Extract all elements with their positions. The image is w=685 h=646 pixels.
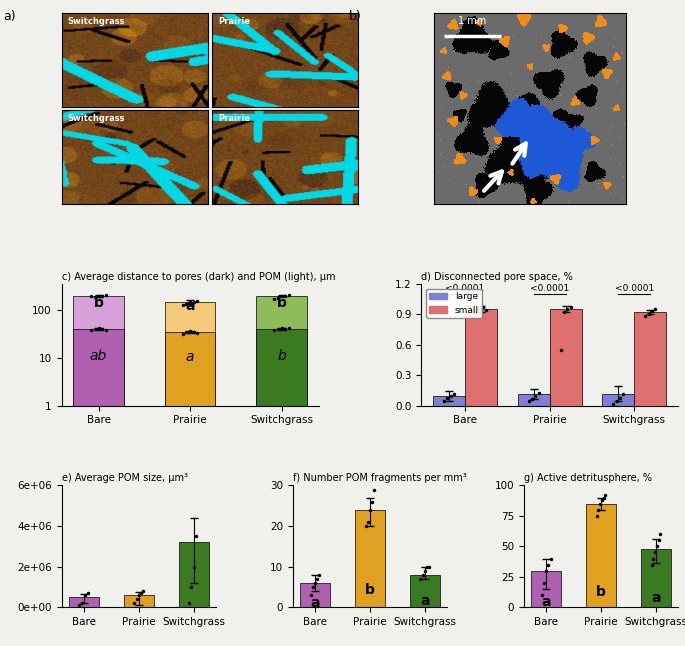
Text: b: b xyxy=(365,583,375,597)
Text: a: a xyxy=(651,592,661,605)
Bar xyxy=(165,302,215,646)
Bar xyxy=(634,313,667,406)
Bar xyxy=(410,575,440,607)
Text: g) Active detritusphere, %: g) Active detritusphere, % xyxy=(524,474,652,483)
Text: Prairie: Prairie xyxy=(218,17,250,26)
Text: a: a xyxy=(310,596,320,610)
Bar xyxy=(123,595,154,607)
Bar xyxy=(300,583,330,607)
Text: a: a xyxy=(420,594,429,609)
Text: a: a xyxy=(186,299,195,313)
Legend: large, small: large, small xyxy=(426,289,482,318)
Text: Switchgrass: Switchgrass xyxy=(68,114,125,123)
Text: b): b) xyxy=(349,10,362,23)
Text: a): a) xyxy=(3,10,16,23)
Text: c) Average distance to pores (dark) and POM (light), μm: c) Average distance to pores (dark) and … xyxy=(62,272,335,282)
Text: <0.0001: <0.0001 xyxy=(614,284,654,293)
Bar xyxy=(73,329,124,646)
Text: Switchgrass: Switchgrass xyxy=(68,17,125,26)
Text: a: a xyxy=(186,350,195,364)
Bar xyxy=(465,309,497,406)
Text: <0.0001: <0.0001 xyxy=(445,284,485,293)
Text: ab: ab xyxy=(90,349,107,363)
Bar xyxy=(179,542,209,607)
Text: b: b xyxy=(596,585,606,599)
Bar xyxy=(586,504,616,607)
Bar xyxy=(68,597,99,607)
Bar xyxy=(641,549,671,607)
Text: a: a xyxy=(541,595,551,609)
Bar xyxy=(355,510,385,607)
Text: d) Disconnected pore space, %: d) Disconnected pore space, % xyxy=(421,272,573,282)
Text: b: b xyxy=(94,296,103,310)
Bar xyxy=(518,393,550,406)
Text: Prairie: Prairie xyxy=(218,114,250,123)
Text: f) Number POM fragments per mm³: f) Number POM fragments per mm³ xyxy=(292,474,466,483)
Bar xyxy=(256,296,307,646)
Bar xyxy=(549,309,582,406)
Text: <0.0001: <0.0001 xyxy=(530,284,569,293)
Bar xyxy=(433,395,465,406)
Bar xyxy=(165,332,215,646)
Bar xyxy=(73,296,124,646)
Bar xyxy=(256,329,307,646)
Text: 1 mm: 1 mm xyxy=(458,16,486,26)
Bar xyxy=(602,393,634,406)
Text: e) Average POM size, μm³: e) Average POM size, μm³ xyxy=(62,474,188,483)
Text: b: b xyxy=(277,296,286,310)
Text: b: b xyxy=(277,349,286,363)
Bar xyxy=(531,570,561,607)
